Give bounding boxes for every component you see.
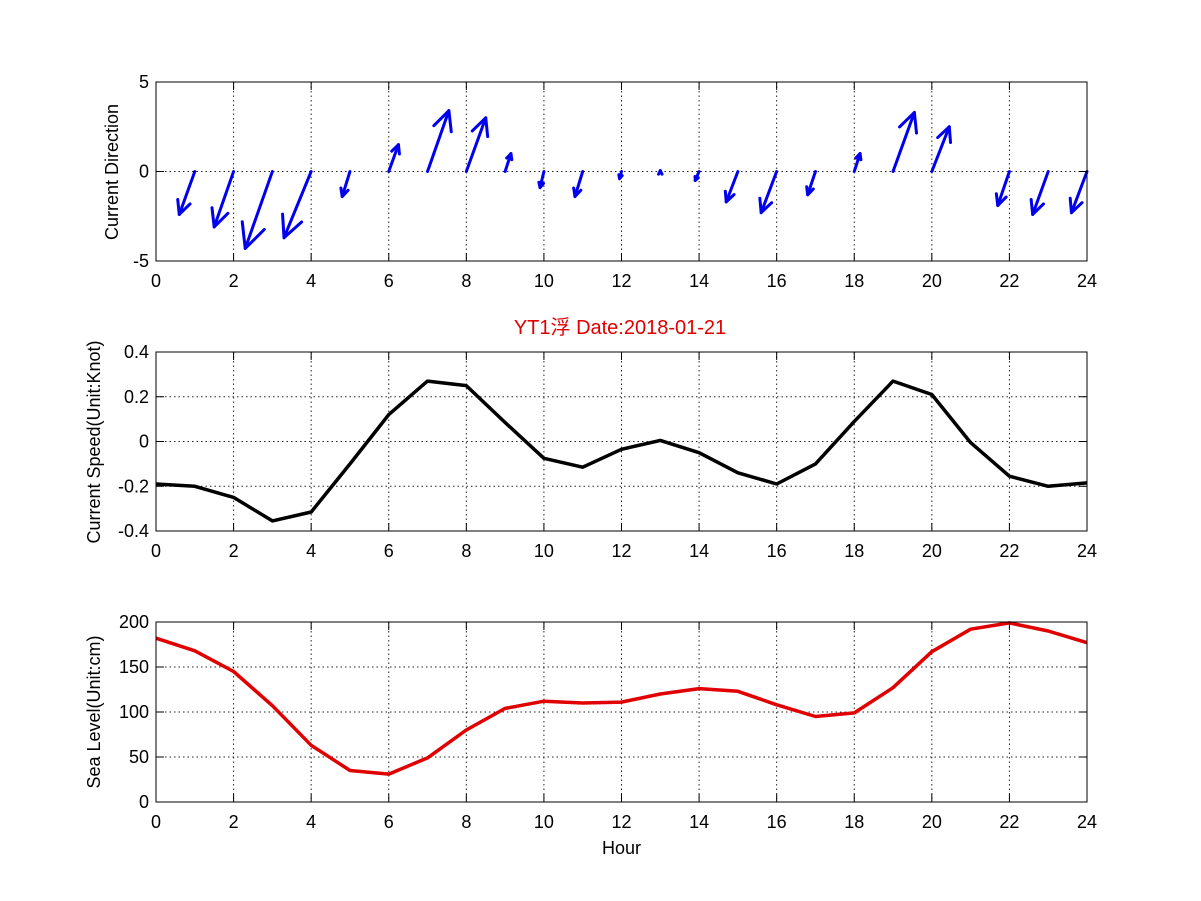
current-vector [339, 170, 352, 199]
x-tick-label: 18 [844, 541, 864, 561]
x-tick-label: 4 [306, 541, 316, 561]
x-tick-label: 22 [999, 541, 1019, 561]
x-tick-label: 14 [689, 812, 709, 832]
x-tick-label: 0 [151, 541, 161, 561]
current-vector [723, 170, 740, 204]
x-tick-label: 8 [461, 812, 471, 832]
x-tick-label: 14 [689, 541, 709, 561]
y-tick-label: 200 [119, 612, 149, 632]
x-tick-label: 6 [384, 541, 394, 561]
current-vector [426, 109, 453, 173]
current-vector [617, 170, 624, 181]
current-vector [464, 116, 490, 173]
x-tick-label: 8 [461, 541, 471, 561]
current-vector [240, 170, 274, 250]
x-tick-label: 12 [611, 271, 631, 291]
y-tick-label: -0.2 [118, 476, 149, 496]
y-tick-label: -0.4 [118, 521, 149, 541]
x-tick-label: 6 [384, 812, 394, 832]
current-vector [1029, 170, 1050, 216]
current-vector [891, 110, 919, 173]
x-tick-label: 8 [461, 271, 471, 291]
x-tick-label: 24 [1077, 541, 1097, 561]
x-tick-label: 18 [844, 271, 864, 291]
y-tick-label: 0.2 [124, 387, 149, 407]
x-tick-label: 0 [151, 812, 161, 832]
x-tick-label: 10 [534, 271, 554, 291]
x-axis-label: Hour [602, 838, 641, 858]
y-tick-label: 0.4 [124, 342, 149, 362]
y-tick-label: 0 [139, 432, 149, 452]
current-vector [693, 170, 701, 182]
current-vector [758, 170, 779, 215]
y-tick-label: -5 [133, 251, 149, 271]
current-vector [537, 170, 546, 190]
x-tick-label: 12 [611, 541, 631, 561]
current-vector [930, 125, 953, 173]
x-tick-label: 14 [689, 271, 709, 291]
x-tick-label: 24 [1077, 271, 1097, 291]
current-speed-panel: 0 2 4 6 8 10 12 14 16 18 20 22 24-0.4-0.200.20.4Curr… [84, 340, 1097, 561]
current-vector [852, 152, 863, 173]
current-vector [1068, 170, 1089, 215]
x-tick-label: 22 [999, 812, 1019, 832]
current-vector [805, 170, 817, 197]
y-tick-label: 100 [119, 702, 149, 722]
x-tick-label: 20 [922, 812, 942, 832]
x-tick-label: 20 [922, 541, 942, 561]
x-tick-label: 18 [844, 812, 864, 832]
x-tick-label: 24 [1077, 812, 1097, 832]
y-tick-label: 5 [139, 72, 149, 92]
x-tick-label: 12 [611, 812, 631, 832]
x-tick-label: 20 [922, 271, 942, 291]
y-tick-label: 150 [119, 657, 149, 677]
y-axis-label: Sea Level(Unit:cm) [84, 635, 104, 788]
current-vector [281, 170, 313, 240]
x-tick-label: 2 [229, 541, 239, 561]
y-tick-label: 0 [139, 162, 149, 182]
current-vector [994, 170, 1011, 208]
x-tick-label: 16 [767, 812, 787, 832]
x-tick-label: 4 [306, 271, 316, 291]
current-vector [210, 170, 236, 229]
x-tick-label: 16 [767, 541, 787, 561]
y-tick-label: 50 [129, 747, 149, 767]
x-tick-label: 10 [534, 812, 554, 832]
x-tick-label: 16 [767, 271, 787, 291]
x-tick-label: 2 [229, 812, 239, 832]
current-vector [503, 152, 514, 173]
y-axis-label: Current Direction [102, 104, 122, 240]
x-tick-label: 10 [534, 541, 554, 561]
x-tick-label: 0 [151, 271, 161, 291]
x-tick-label: 2 [229, 271, 239, 291]
chart-title: YT1浮 Date:2018-01-21 [514, 316, 726, 339]
x-tick-label: 6 [384, 271, 394, 291]
series-line [155, 379, 1088, 523]
current-vector [657, 169, 664, 176]
y-tick-label: 0 [139, 792, 149, 812]
y-axis-label: Current Speed(Unit:Knot) [84, 340, 104, 543]
x-tick-label: 4 [306, 812, 316, 832]
current-vector [572, 170, 585, 199]
x-tick-label: 22 [999, 271, 1019, 291]
series-line [155, 621, 1088, 776]
current-vector [176, 170, 197, 216]
current-vector [387, 143, 401, 173]
